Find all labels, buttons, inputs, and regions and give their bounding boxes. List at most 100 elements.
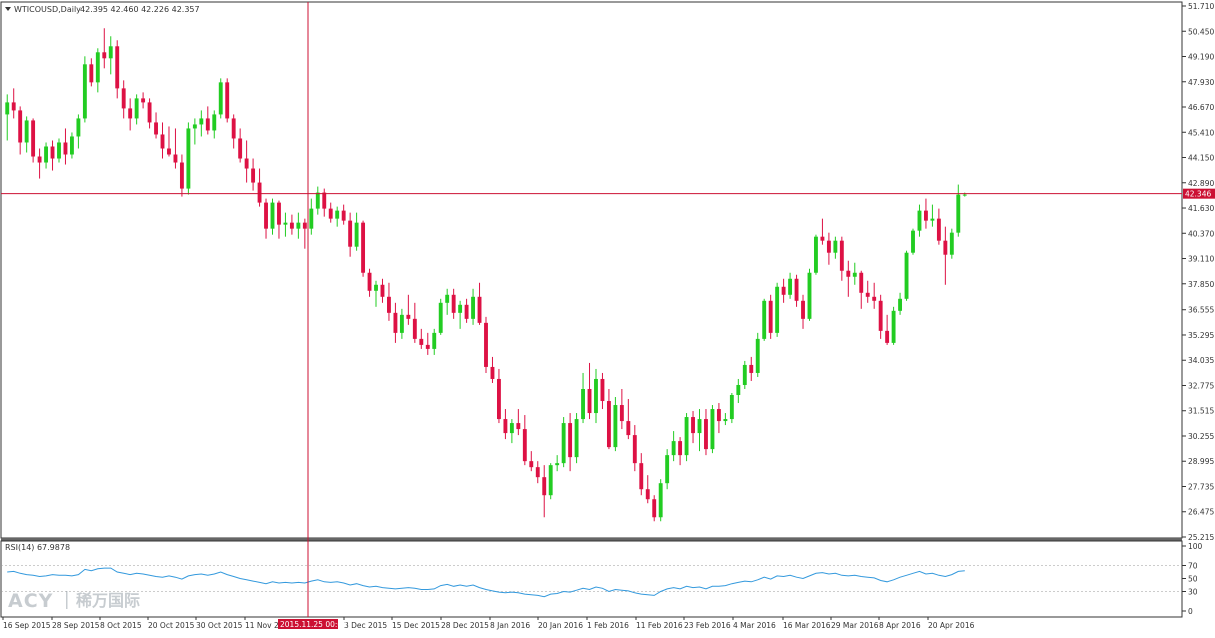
candle[interactable] bbox=[277, 200, 281, 239]
candle[interactable] bbox=[302, 218, 307, 249]
candle[interactable] bbox=[632, 425, 637, 472]
candle[interactable] bbox=[374, 280, 378, 307]
candle[interactable] bbox=[820, 218, 825, 245]
candle[interactable] bbox=[924, 198, 928, 229]
candle[interactable] bbox=[878, 294, 883, 339]
candle[interactable] bbox=[522, 415, 527, 466]
candle[interactable] bbox=[419, 328, 424, 349]
candle[interactable] bbox=[167, 126, 171, 157]
candle[interactable] bbox=[179, 154, 184, 197]
candle[interactable] bbox=[678, 437, 683, 466]
candle[interactable] bbox=[445, 288, 450, 315]
candle[interactable] bbox=[425, 332, 430, 355]
candle[interactable] bbox=[335, 206, 340, 227]
candle[interactable] bbox=[154, 112, 158, 139]
candle[interactable] bbox=[949, 228, 954, 259]
candle[interactable] bbox=[930, 204, 935, 227]
candle[interactable] bbox=[315, 186, 320, 215]
candle[interactable] bbox=[160, 122, 165, 159]
candle[interactable] bbox=[128, 98, 133, 131]
candle[interactable] bbox=[69, 132, 74, 159]
candle[interactable] bbox=[755, 332, 760, 377]
candle[interactable] bbox=[535, 461, 540, 484]
candle[interactable] bbox=[716, 403, 721, 434]
candle[interactable] bbox=[762, 298, 767, 341]
panel-separator[interactable] bbox=[1, 538, 1182, 541]
candle[interactable] bbox=[199, 110, 204, 137]
candle[interactable] bbox=[872, 282, 877, 309]
candle[interactable] bbox=[11, 88, 16, 119]
candle[interactable] bbox=[814, 234, 818, 275]
candle[interactable] bbox=[63, 128, 68, 165]
candle[interactable] bbox=[781, 278, 786, 303]
candle[interactable] bbox=[141, 92, 146, 109]
candle[interactable] bbox=[393, 302, 398, 343]
candle[interactable] bbox=[749, 356, 754, 381]
candle[interactable] bbox=[348, 212, 353, 257]
candle[interactable] bbox=[723, 413, 728, 426]
candle[interactable] bbox=[936, 208, 941, 245]
candle[interactable] bbox=[788, 272, 793, 299]
candle[interactable] bbox=[57, 138, 61, 163]
candle[interactable] bbox=[5, 94, 10, 141]
candle[interactable] bbox=[606, 388, 611, 450]
candle[interactable] bbox=[89, 58, 94, 87]
candle[interactable] bbox=[581, 372, 585, 424]
candle[interactable] bbox=[639, 453, 644, 496]
candle[interactable] bbox=[613, 397, 618, 452]
candle[interactable] bbox=[509, 419, 514, 444]
candle[interactable] bbox=[283, 212, 288, 237]
candle[interactable] bbox=[671, 431, 676, 462]
candle[interactable] bbox=[742, 360, 747, 389]
candle[interactable] bbox=[115, 40, 120, 99]
candle[interactable] bbox=[801, 294, 805, 329]
candle[interactable] bbox=[205, 106, 210, 135]
rsi-line[interactable] bbox=[7, 567, 965, 598]
candle[interactable] bbox=[37, 148, 42, 179]
candle[interactable] bbox=[852, 262, 857, 285]
candle[interactable] bbox=[50, 140, 55, 171]
candle[interactable] bbox=[95, 48, 100, 93]
candle[interactable] bbox=[192, 118, 197, 145]
candle[interactable] bbox=[121, 80, 126, 119]
candle[interactable] bbox=[367, 268, 372, 297]
candle[interactable] bbox=[898, 292, 903, 315]
candle[interactable] bbox=[471, 288, 476, 325]
candle[interactable] bbox=[309, 198, 314, 235]
candle[interactable] bbox=[102, 28, 107, 69]
candle[interactable] bbox=[684, 413, 689, 462]
candle[interactable] bbox=[218, 78, 223, 119]
candle[interactable] bbox=[484, 316, 488, 373]
candle[interactable] bbox=[865, 280, 870, 303]
candle[interactable] bbox=[412, 302, 417, 343]
candle[interactable] bbox=[911, 228, 915, 255]
candle[interactable] bbox=[691, 411, 695, 444]
candle[interactable] bbox=[18, 106, 23, 155]
candle[interactable] bbox=[574, 413, 579, 464]
candle[interactable] bbox=[768, 294, 773, 339]
candle[interactable] bbox=[665, 449, 670, 490]
candle[interactable] bbox=[328, 202, 333, 223]
candle[interactable] bbox=[496, 368, 501, 424]
candle[interactable] bbox=[594, 368, 598, 424]
collapse-triangle-icon[interactable] bbox=[5, 7, 11, 11]
candle[interactable] bbox=[147, 98, 152, 129]
candle[interactable] bbox=[231, 114, 236, 149]
candle[interactable] bbox=[885, 314, 890, 345]
candle[interactable] bbox=[173, 128, 178, 169]
candle[interactable] bbox=[361, 220, 366, 277]
candle[interactable] bbox=[917, 204, 922, 237]
candle[interactable] bbox=[568, 413, 573, 472]
candle[interactable] bbox=[432, 328, 437, 355]
candle[interactable] bbox=[710, 405, 715, 454]
candle[interactable] bbox=[296, 212, 301, 239]
candle[interactable] bbox=[561, 417, 566, 468]
candle[interactable] bbox=[76, 114, 81, 149]
candle[interactable] bbox=[619, 388, 624, 430]
candle[interactable] bbox=[826, 232, 831, 265]
candle[interactable] bbox=[341, 204, 346, 225]
candle[interactable] bbox=[846, 260, 851, 297]
candle[interactable] bbox=[387, 282, 391, 321]
candle[interactable] bbox=[891, 306, 896, 345]
candle[interactable] bbox=[212, 110, 217, 139]
